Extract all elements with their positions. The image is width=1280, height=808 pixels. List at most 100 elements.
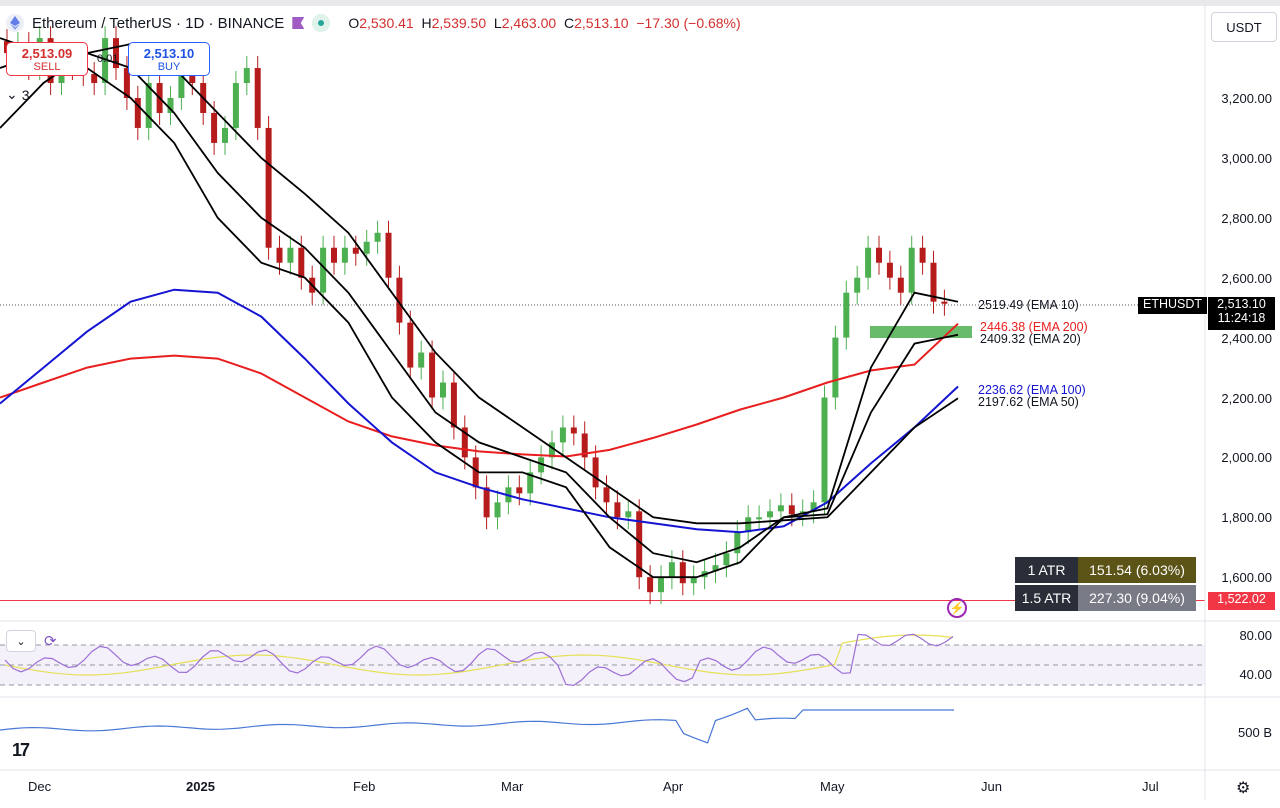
y-tick: 2,200.00	[1221, 391, 1272, 406]
candle-body	[668, 562, 675, 578]
chevron-down-icon: ⌄	[16, 635, 26, 648]
candle-body	[211, 112, 218, 143]
candle-body	[625, 511, 632, 518]
candle-body	[658, 577, 664, 593]
candle-body	[712, 565, 719, 572]
candle-body	[341, 247, 348, 263]
x-tick: Apr	[663, 779, 684, 794]
candle-body	[865, 247, 872, 278]
candle-body	[472, 457, 479, 488]
y-tick: 2,400.00	[1221, 331, 1272, 346]
candle-body	[440, 382, 446, 398]
candle-body	[876, 247, 882, 263]
candle-body	[549, 442, 555, 458]
candle-body	[897, 277, 904, 293]
atr-row: 1 ATR 151.54 (6.03%)	[1015, 557, 1196, 583]
refresh-icon[interactable]: ⟳	[44, 633, 57, 650]
symbol-title[interactable]: Ethereum / TetherUS · 1D · BINANCE	[32, 14, 285, 32]
chevron-down-icon: ⌄	[6, 86, 18, 102]
candle-body	[908, 247, 915, 293]
candle-body	[102, 38, 109, 84]
candle-body	[123, 68, 130, 98]
candle-body	[418, 352, 425, 368]
ema10-line	[0, 37, 959, 579]
market-status-icon[interactable]	[312, 14, 331, 32]
symbol-tag: ETHUSDT	[1138, 297, 1207, 314]
candle-body	[581, 433, 588, 458]
spread-value: 0.01	[97, 53, 119, 65]
ema100-label: 2236.62 (EMA 100)	[978, 383, 1086, 397]
flag-icon[interactable]	[292, 17, 305, 29]
candle-body	[843, 292, 850, 338]
candle-body	[570, 427, 577, 434]
candle-body	[385, 232, 392, 278]
currency-selector[interactable]: USDT	[1211, 12, 1277, 42]
candle-body	[767, 511, 773, 518]
candle-body	[276, 247, 283, 263]
candle-body	[679, 562, 686, 584]
volume-line	[0, 707, 954, 744]
lightning-icon[interactable]: ⚡	[947, 598, 967, 618]
candle-body	[429, 352, 436, 398]
candle-body	[832, 337, 839, 398]
atr-row: 1.5 ATR 227.30 (9.04%)	[1015, 585, 1196, 611]
candle-body	[243, 68, 250, 84]
candle-body	[396, 277, 403, 323]
x-tick: 2025	[186, 779, 215, 794]
candle-body	[941, 301, 948, 304]
y-tick: 2,600.00	[1221, 271, 1272, 286]
candle-body	[91, 74, 98, 84]
candle-body	[178, 68, 185, 98]
y-tick: 1,800.00	[1221, 510, 1272, 525]
candle-body	[222, 127, 228, 143]
y-tick: 3,200.00	[1221, 91, 1272, 106]
rsi-tick: 80.00	[1239, 628, 1272, 643]
x-tick: Jun	[981, 779, 1002, 794]
last-price-tag: 2,513.10 11:24:18	[1208, 297, 1275, 330]
y-tick: 2,800.00	[1221, 211, 1272, 226]
candle-body	[777, 505, 784, 512]
buy-button[interactable]: 2,513.10 BUY	[128, 42, 210, 76]
ema200-line	[0, 322, 959, 458]
pane-collapse-button[interactable]: ⌄	[6, 630, 36, 652]
candle-body	[756, 517, 763, 520]
tradingview-logo[interactable]: 17	[12, 740, 30, 760]
ethereum-icon	[6, 14, 24, 32]
x-tick: Jul	[1142, 779, 1159, 794]
candle-body	[603, 487, 610, 503]
candle-body	[919, 247, 926, 263]
indicator-legend-toggle[interactable]: ⌄ 3	[6, 86, 30, 103]
candle-body	[788, 505, 795, 515]
x-tick: Mar	[501, 779, 524, 794]
candle-body	[516, 487, 523, 494]
candle-body	[614, 502, 621, 518]
ema10-label: 2519.49 (EMA 10)	[978, 298, 1079, 312]
volume-tick: 500 B	[1238, 725, 1272, 740]
sell-button[interactable]: 2,513.09 SELL	[6, 42, 88, 76]
support-zone	[870, 326, 972, 338]
candle-body	[450, 382, 457, 428]
top-border	[0, 0, 1280, 6]
candle-body	[930, 262, 937, 302]
candle-body	[374, 232, 381, 242]
candle-body	[331, 247, 337, 263]
candle-body	[407, 322, 414, 368]
gear-icon[interactable]: ⚙	[1236, 780, 1251, 797]
candle-body	[810, 502, 817, 512]
candle-body	[538, 457, 545, 473]
ema50-label: 2197.62 (EMA 50)	[978, 395, 1079, 409]
candle-body	[636, 511, 643, 578]
candle-body	[265, 127, 272, 248]
candle-body	[559, 427, 566, 443]
candle-body	[734, 532, 741, 554]
candle-body	[494, 502, 501, 518]
candle-body	[298, 247, 305, 278]
y-tick: 1,600.00	[1221, 570, 1272, 585]
candle-body	[821, 397, 828, 503]
candle-body	[647, 577, 654, 593]
ema20-line	[0, 52, 959, 564]
candle-body	[232, 83, 239, 128]
candle-body	[254, 68, 261, 128]
ema200-label: 2446.38 (EMA 200)	[980, 320, 1088, 334]
